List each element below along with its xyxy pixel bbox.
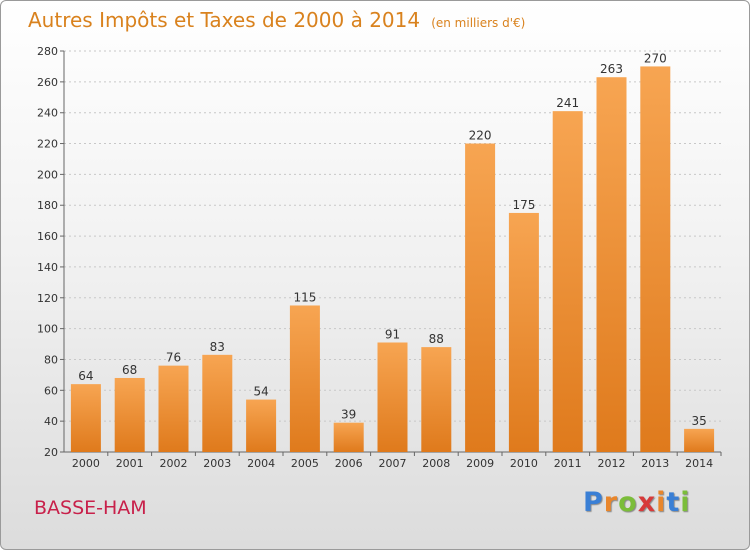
x-tick-label: 2012	[598, 457, 626, 470]
x-tick-label: 2002	[160, 457, 188, 470]
logo-letter: i	[680, 487, 691, 518]
bar-value-label: 68	[122, 363, 137, 377]
bar-value-label: 263	[600, 62, 623, 76]
bar-value-label: 76	[166, 351, 181, 365]
y-tick-label: 160	[37, 230, 58, 243]
bar	[552, 111, 583, 453]
bar	[377, 342, 408, 452]
bar	[202, 354, 233, 452]
x-tick-label: 2011	[554, 457, 582, 470]
bar	[70, 384, 101, 452]
chart-title-block: Autres Impôts et Taxes de 2000 à 2014 (e…	[28, 8, 525, 32]
x-tick-label: 2000	[72, 457, 100, 470]
bar	[684, 428, 715, 452]
bar	[333, 422, 364, 452]
x-tick-label: 2009	[466, 457, 494, 470]
x-tick-label: 2004	[247, 457, 275, 470]
bar-value-label: 91	[385, 327, 400, 341]
bar	[640, 66, 671, 452]
logo-letter: x	[637, 487, 657, 518]
bar-value-label: 175	[512, 198, 535, 212]
x-tick-label: 2008	[422, 457, 450, 470]
x-tick-label: 2001	[116, 457, 144, 470]
y-tick-label: 240	[37, 107, 58, 120]
chart-title: Autres Impôts et Taxes de 2000 à 2014	[28, 8, 421, 32]
bar-value-label: 88	[429, 332, 444, 346]
x-tick-label: 2014	[685, 457, 713, 470]
y-tick-label: 40	[44, 415, 58, 428]
bar	[596, 77, 627, 452]
y-tick-label: 280	[37, 45, 58, 58]
bar-value-label: 220	[469, 129, 492, 143]
bar-value-label: 39	[341, 408, 356, 422]
x-tick-label: 2013	[641, 457, 669, 470]
y-tick-label: 140	[37, 261, 58, 274]
logo-letter: i	[656, 487, 667, 518]
bar-value-label: 64	[78, 369, 93, 383]
chart-subtitle: (en milliers d'€)	[431, 16, 526, 30]
bar	[508, 212, 539, 452]
y-tick-label: 200	[37, 168, 58, 181]
logo-letter: o	[618, 487, 638, 518]
commune-name: BASSE-HAM	[34, 497, 147, 519]
y-tick-label: 80	[44, 353, 58, 366]
logo-letter: r	[603, 487, 619, 518]
logo-letter: t	[666, 487, 681, 518]
y-tick-label: 180	[37, 199, 58, 212]
y-tick-label: 100	[37, 323, 58, 336]
bar	[465, 143, 496, 453]
bar	[246, 399, 277, 452]
logo-letter: P	[583, 487, 604, 518]
x-tick-label: 2003	[203, 457, 231, 470]
bar	[421, 347, 452, 452]
bar	[158, 365, 189, 452]
bar-value-label: 241	[556, 96, 579, 110]
bar-value-label: 270	[644, 51, 667, 65]
x-tick-label: 2006	[335, 457, 363, 470]
bar-value-label: 54	[253, 385, 268, 399]
bar-value-label: 115	[293, 290, 316, 304]
proxiti-logo: Proxiti	[583, 487, 691, 518]
y-tick-label: 120	[37, 292, 58, 305]
bar	[289, 305, 320, 452]
y-tick-label: 60	[44, 384, 58, 397]
y-tick-label: 20	[44, 446, 58, 459]
bar-value-label: 35	[691, 414, 706, 428]
x-tick-label: 2005	[291, 457, 319, 470]
x-tick-label: 2007	[379, 457, 407, 470]
x-tick-label: 2010	[510, 457, 538, 470]
y-tick-label: 260	[37, 76, 58, 89]
y-tick-label: 220	[37, 138, 58, 151]
bar	[114, 377, 145, 452]
bar-value-label: 83	[210, 340, 225, 354]
